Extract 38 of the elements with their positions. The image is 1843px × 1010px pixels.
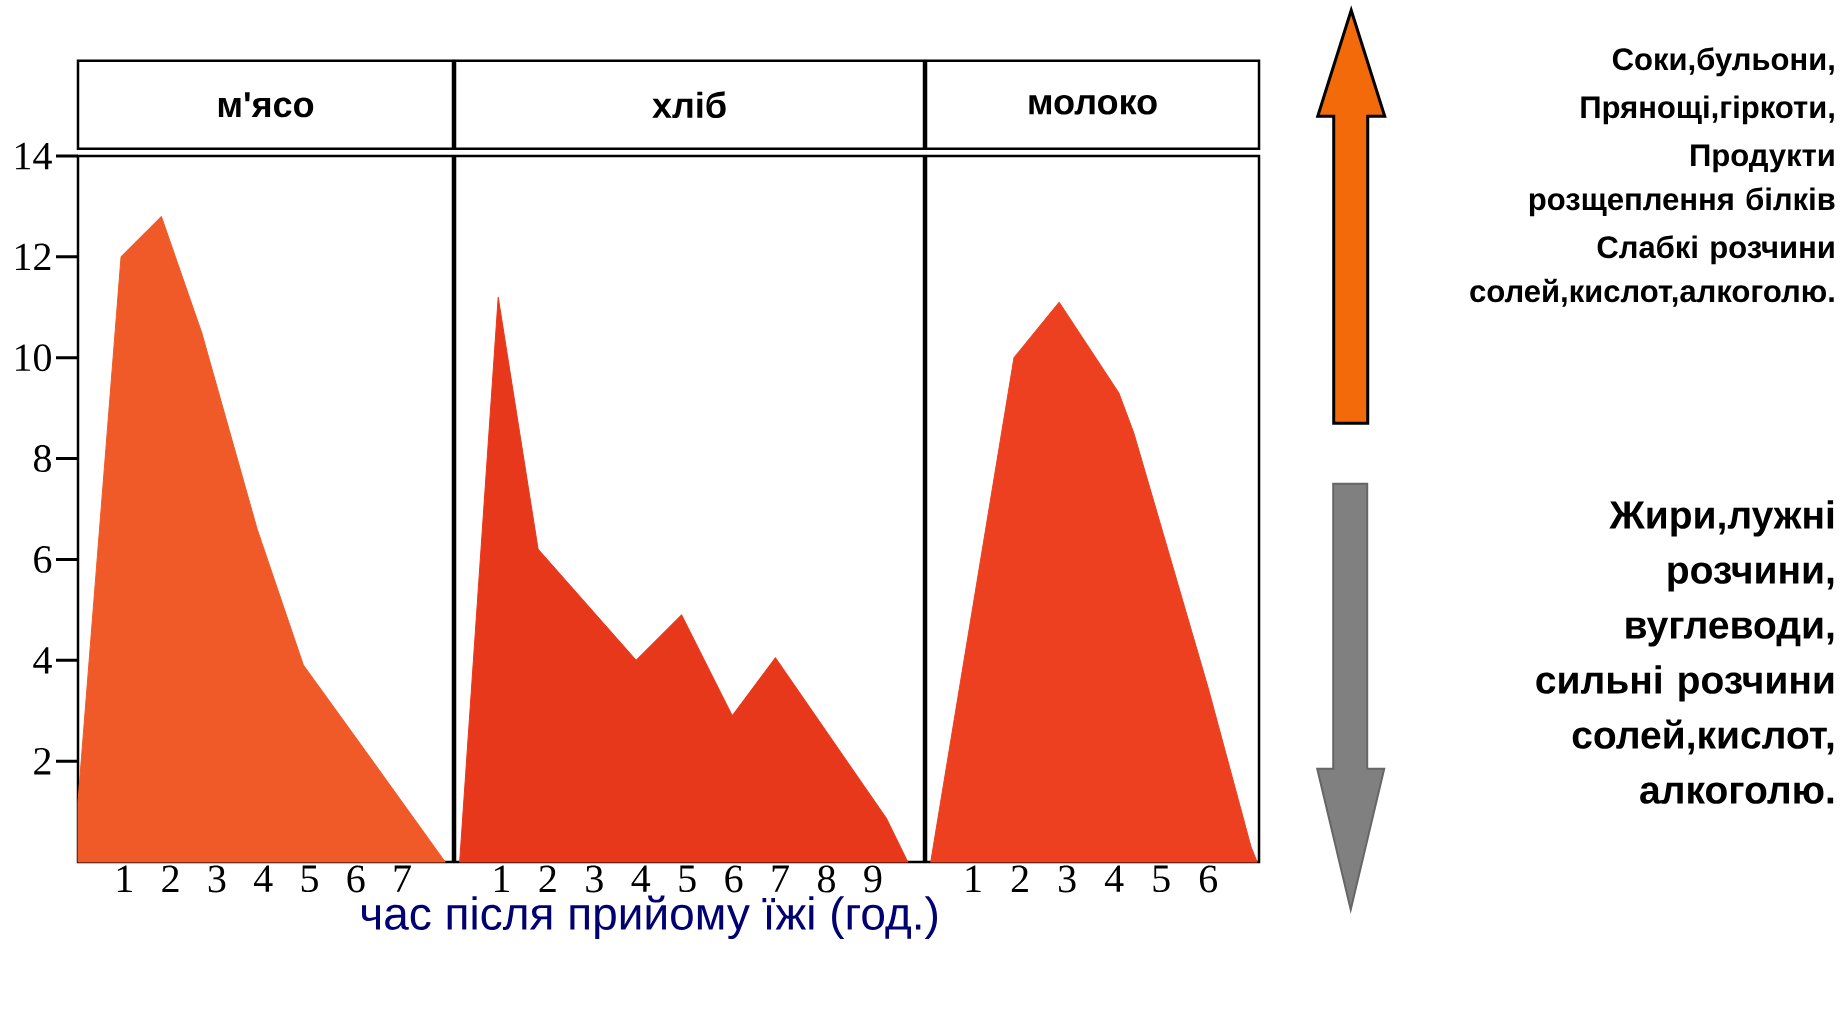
x-tick-label: 5 — [1153, 865, 1170, 893]
x-tick-label: 1 — [966, 865, 981, 892]
x-tick-label: 8 — [818, 865, 835, 893]
y-tick-label: 4 — [33, 647, 52, 674]
x-tick-label: 6 — [1199, 865, 1218, 893]
y-tick-label: 10 — [15, 344, 51, 372]
x-tick-label: 2 — [1011, 865, 1028, 893]
y-tick-label: 12 — [15, 243, 51, 271]
text: Прянощі,гіркоти, — [1581, 95, 1834, 125]
x-tick-label: 2 — [539, 865, 556, 893]
x-tick-label: 3 — [1059, 865, 1076, 893]
x-tick-label: 6 — [725, 865, 743, 893]
x-tick-label: 5 — [679, 865, 696, 893]
x-tick-label: 9 — [864, 865, 882, 893]
y-tick-label: 14 — [15, 142, 52, 170]
x-tick-label: 1 — [494, 865, 510, 892]
x-tick-label: 2 — [162, 865, 179, 893]
x-tick-label: 4 — [631, 865, 651, 892]
x-tick-label: 4 — [1104, 865, 1124, 892]
x-tick-label: 5 — [301, 865, 318, 893]
text: Слабкі розчини солей,кислот,алкоголю. — [1470, 235, 1834, 307]
chart-title: хліб — [652, 91, 726, 119]
y-tick-label: 8 — [33, 445, 51, 473]
x-tick-label: 7 — [772, 865, 789, 892]
x-tick-label: 4 — [253, 865, 273, 892]
chart-title: молоко — [1029, 94, 1157, 115]
x-axis-title: час після прийому їжі (год.) — [361, 895, 937, 940]
y-tick-label: 2 — [34, 747, 51, 775]
text: Продукти розщеплення білків — [1529, 144, 1835, 217]
x-tick-label: 6 — [347, 865, 365, 893]
text: Жири,лужні розчини, вуглеводи, сильні розчини солей,кислот, алкоголю. — [1536, 500, 1834, 804]
x-tick-label: 3 — [586, 865, 603, 893]
text: Соки,бульони, — [1612, 47, 1834, 77]
y-tick-label: 6 — [34, 546, 52, 573]
x-tick-label: 1 — [117, 865, 132, 892]
x-tick-label: 7 — [394, 865, 411, 892]
chart-title: м'ясо — [218, 92, 314, 118]
x-tick-label: 3 — [208, 865, 226, 893]
